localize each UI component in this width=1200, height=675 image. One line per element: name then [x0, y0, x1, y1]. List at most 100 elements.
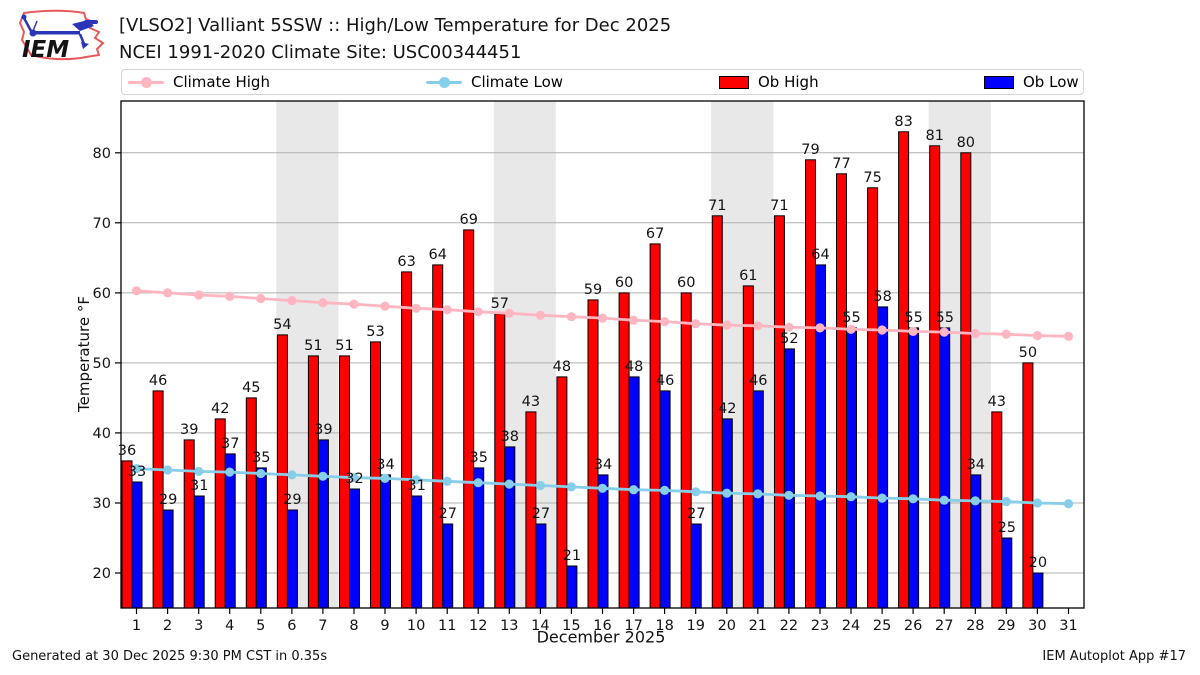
ob-high-value-label: 57 [491, 296, 509, 312]
ob-low-bar [131, 481, 143, 609]
ob-high-bar [836, 173, 847, 609]
ob-low-bar [442, 523, 454, 609]
ob-low-value-label: 46 [749, 373, 767, 389]
ob-low-value-label: 48 [625, 359, 643, 375]
climate-high-marker [629, 315, 639, 325]
ob-high-value-label: 48 [553, 359, 571, 375]
climate-high-marker [318, 298, 328, 308]
ob-high-value-label: 71 [708, 198, 726, 214]
ob-high-value-label: 51 [335, 338, 353, 354]
ob-high-bar [805, 159, 816, 609]
x-tick-label: 31 [1059, 618, 1077, 634]
climate-low-marker [660, 485, 670, 495]
logo-iem-text: IEM [22, 37, 69, 63]
climate-high-marker [194, 290, 204, 300]
chart-title: [VLSO2] Valliant 5SSW :: High/Low Temper… [119, 15, 672, 36]
ob-high-value-label: 45 [242, 380, 260, 396]
chart-subtitle: NCEI 1991-2020 Climate Site: USC00344451 [119, 41, 522, 63]
ob-low-value-label: 55 [904, 310, 922, 326]
ob-low-bar [411, 495, 423, 609]
ob-high-value-label: 67 [646, 226, 664, 242]
ob-high-bar [463, 229, 475, 609]
ob-high-value-label: 39 [180, 422, 198, 438]
climate-low-marker [318, 471, 328, 481]
ob-high-bar [183, 439, 195, 609]
climate-low-marker [1032, 498, 1042, 508]
climate-low-marker [597, 483, 608, 493]
ob-low-bar [224, 453, 236, 609]
climate-low-marker [380, 473, 390, 483]
ob-high-bar [680, 292, 692, 609]
ob-low-value-label: 20 [1029, 555, 1047, 571]
ob-high-bar [898, 131, 910, 609]
ob-high-value-label: 36 [118, 443, 136, 459]
climate-high-marker [908, 326, 918, 336]
generated-timestamp: Generated at 30 Dec 2025 9:30 PM CST in … [12, 649, 328, 664]
ob-high-value-label: 43 [988, 394, 1006, 410]
climate-low-marker [349, 473, 359, 483]
ob-high-bar [121, 460, 133, 609]
ob-low-value-label: 27 [438, 506, 456, 522]
legend-label: Ob High [758, 73, 819, 91]
x-tick-label: 18 [655, 618, 673, 634]
x-tick-label: 30 [1028, 618, 1046, 634]
y-tick-label: 60 [93, 286, 111, 302]
ob-low-bar [690, 523, 702, 609]
ob-high-value-label: 81 [925, 128, 943, 144]
ob-high-bar [401, 271, 413, 609]
x-tick-label: 11 [438, 618, 456, 634]
climate-low-marker [784, 490, 794, 500]
ob-low-value-label: 46 [656, 373, 674, 389]
ob-high-value-label: 42 [211, 401, 229, 417]
ob-low-bar [1001, 537, 1013, 609]
x-tick-label: 7 [318, 618, 327, 634]
ob-low-value-label: 25 [998, 520, 1016, 536]
x-tick-label: 12 [469, 618, 487, 634]
ob-low-bar [908, 327, 920, 609]
ob-low-value-label: 32 [345, 471, 363, 487]
ob-high-value-label: 50 [1019, 345, 1037, 361]
climate-high-marker [691, 319, 701, 329]
x-tick-label: 29 [997, 618, 1015, 634]
climate-low-marker [1001, 497, 1011, 507]
climate-low-marker [1063, 499, 1074, 509]
ob-low-swatch-icon [984, 75, 1014, 89]
x-tick-label: 27 [935, 618, 953, 634]
climate-low-marker [504, 479, 514, 489]
legend-item-ob-low: Ob Low [984, 70, 1079, 94]
x-tick-label: 5 [256, 618, 265, 634]
climate-high-marker [970, 328, 980, 339]
climate-high-marker [1001, 329, 1011, 339]
climate-high-marker [535, 310, 546, 320]
ob-low-bar [939, 327, 951, 609]
climate-high-marker [784, 322, 794, 332]
climate-low-marker [535, 480, 546, 491]
y-tick-label: 40 [93, 426, 111, 442]
ob-low-value-label: 33 [128, 464, 146, 480]
ob-high-value-label: 77 [832, 156, 850, 172]
ob-high-value-label: 53 [366, 324, 384, 340]
ob-high-value-label: 79 [801, 142, 819, 158]
climate-low-marker [908, 494, 918, 504]
climate-high-marker [442, 305, 452, 315]
climate-high-marker [1063, 331, 1074, 341]
ob-low-bar [815, 264, 826, 609]
ob-low-bar [162, 509, 174, 609]
climate-low-marker [629, 485, 639, 495]
ob-high-bar [432, 264, 444, 609]
ob-low-value-label: 27 [687, 506, 705, 522]
ob-low-value-label: 34 [594, 457, 612, 473]
x-tick-label: 17 [624, 618, 642, 634]
ob-low-value-label: 39 [314, 422, 332, 438]
y-tick-label: 80 [93, 146, 111, 162]
ob-high-value-label: 51 [304, 338, 322, 354]
climate-low-marker [194, 466, 204, 476]
ob-low-value-label: 55 [842, 310, 860, 326]
climate-low-marker [722, 488, 732, 498]
y-tick-label: 30 [93, 496, 111, 512]
ob-low-value-label: 31 [407, 478, 425, 494]
legend-item-climate-high: Climate High [128, 70, 270, 94]
ob-high-bar [307, 355, 319, 609]
climate-low-marker [815, 491, 825, 501]
ob-high-bar [742, 285, 754, 609]
